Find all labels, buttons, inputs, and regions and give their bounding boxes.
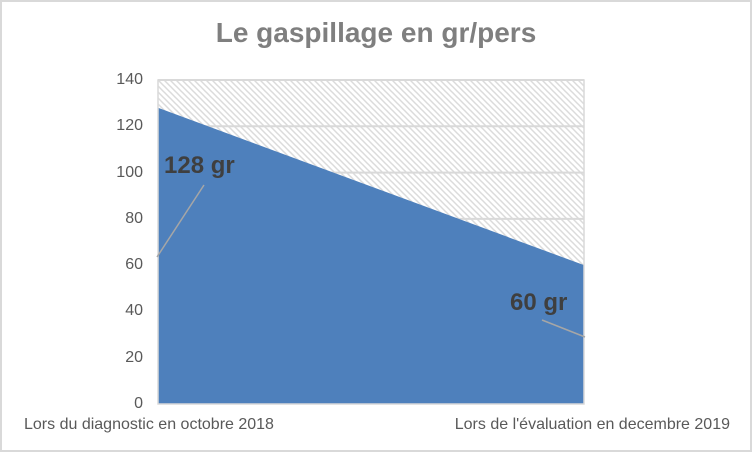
data-label-point-2: 60 gr [510,289,568,316]
x-axis-label-octobre-2018: Lors du diagnostic en octobre 2018 [24,416,274,433]
y-axis-tick-label: 140 [116,71,143,88]
x-axis-label-decembre-2019: Lors de l'évaluation en decembre 2019 [454,416,730,433]
y-axis-tick-label: 60 [125,256,143,274]
y-axis-tick-label: 20 [125,348,143,366]
y-axis-tick-label: 80 [125,209,143,227]
y-axis-tick-label: 40 [125,302,143,320]
y-axis-tick-label: 120 [116,117,143,135]
y-axis-tick-label: 0 [134,395,143,412]
y-axis: 0 20 40 60 80 100 120 140 [2,2,143,450]
chart-title: Le gaspillage en gr/pers [215,17,537,48]
y-axis-tick-label: 100 [116,163,143,181]
data-label-point-1: 128 gr [164,152,235,179]
